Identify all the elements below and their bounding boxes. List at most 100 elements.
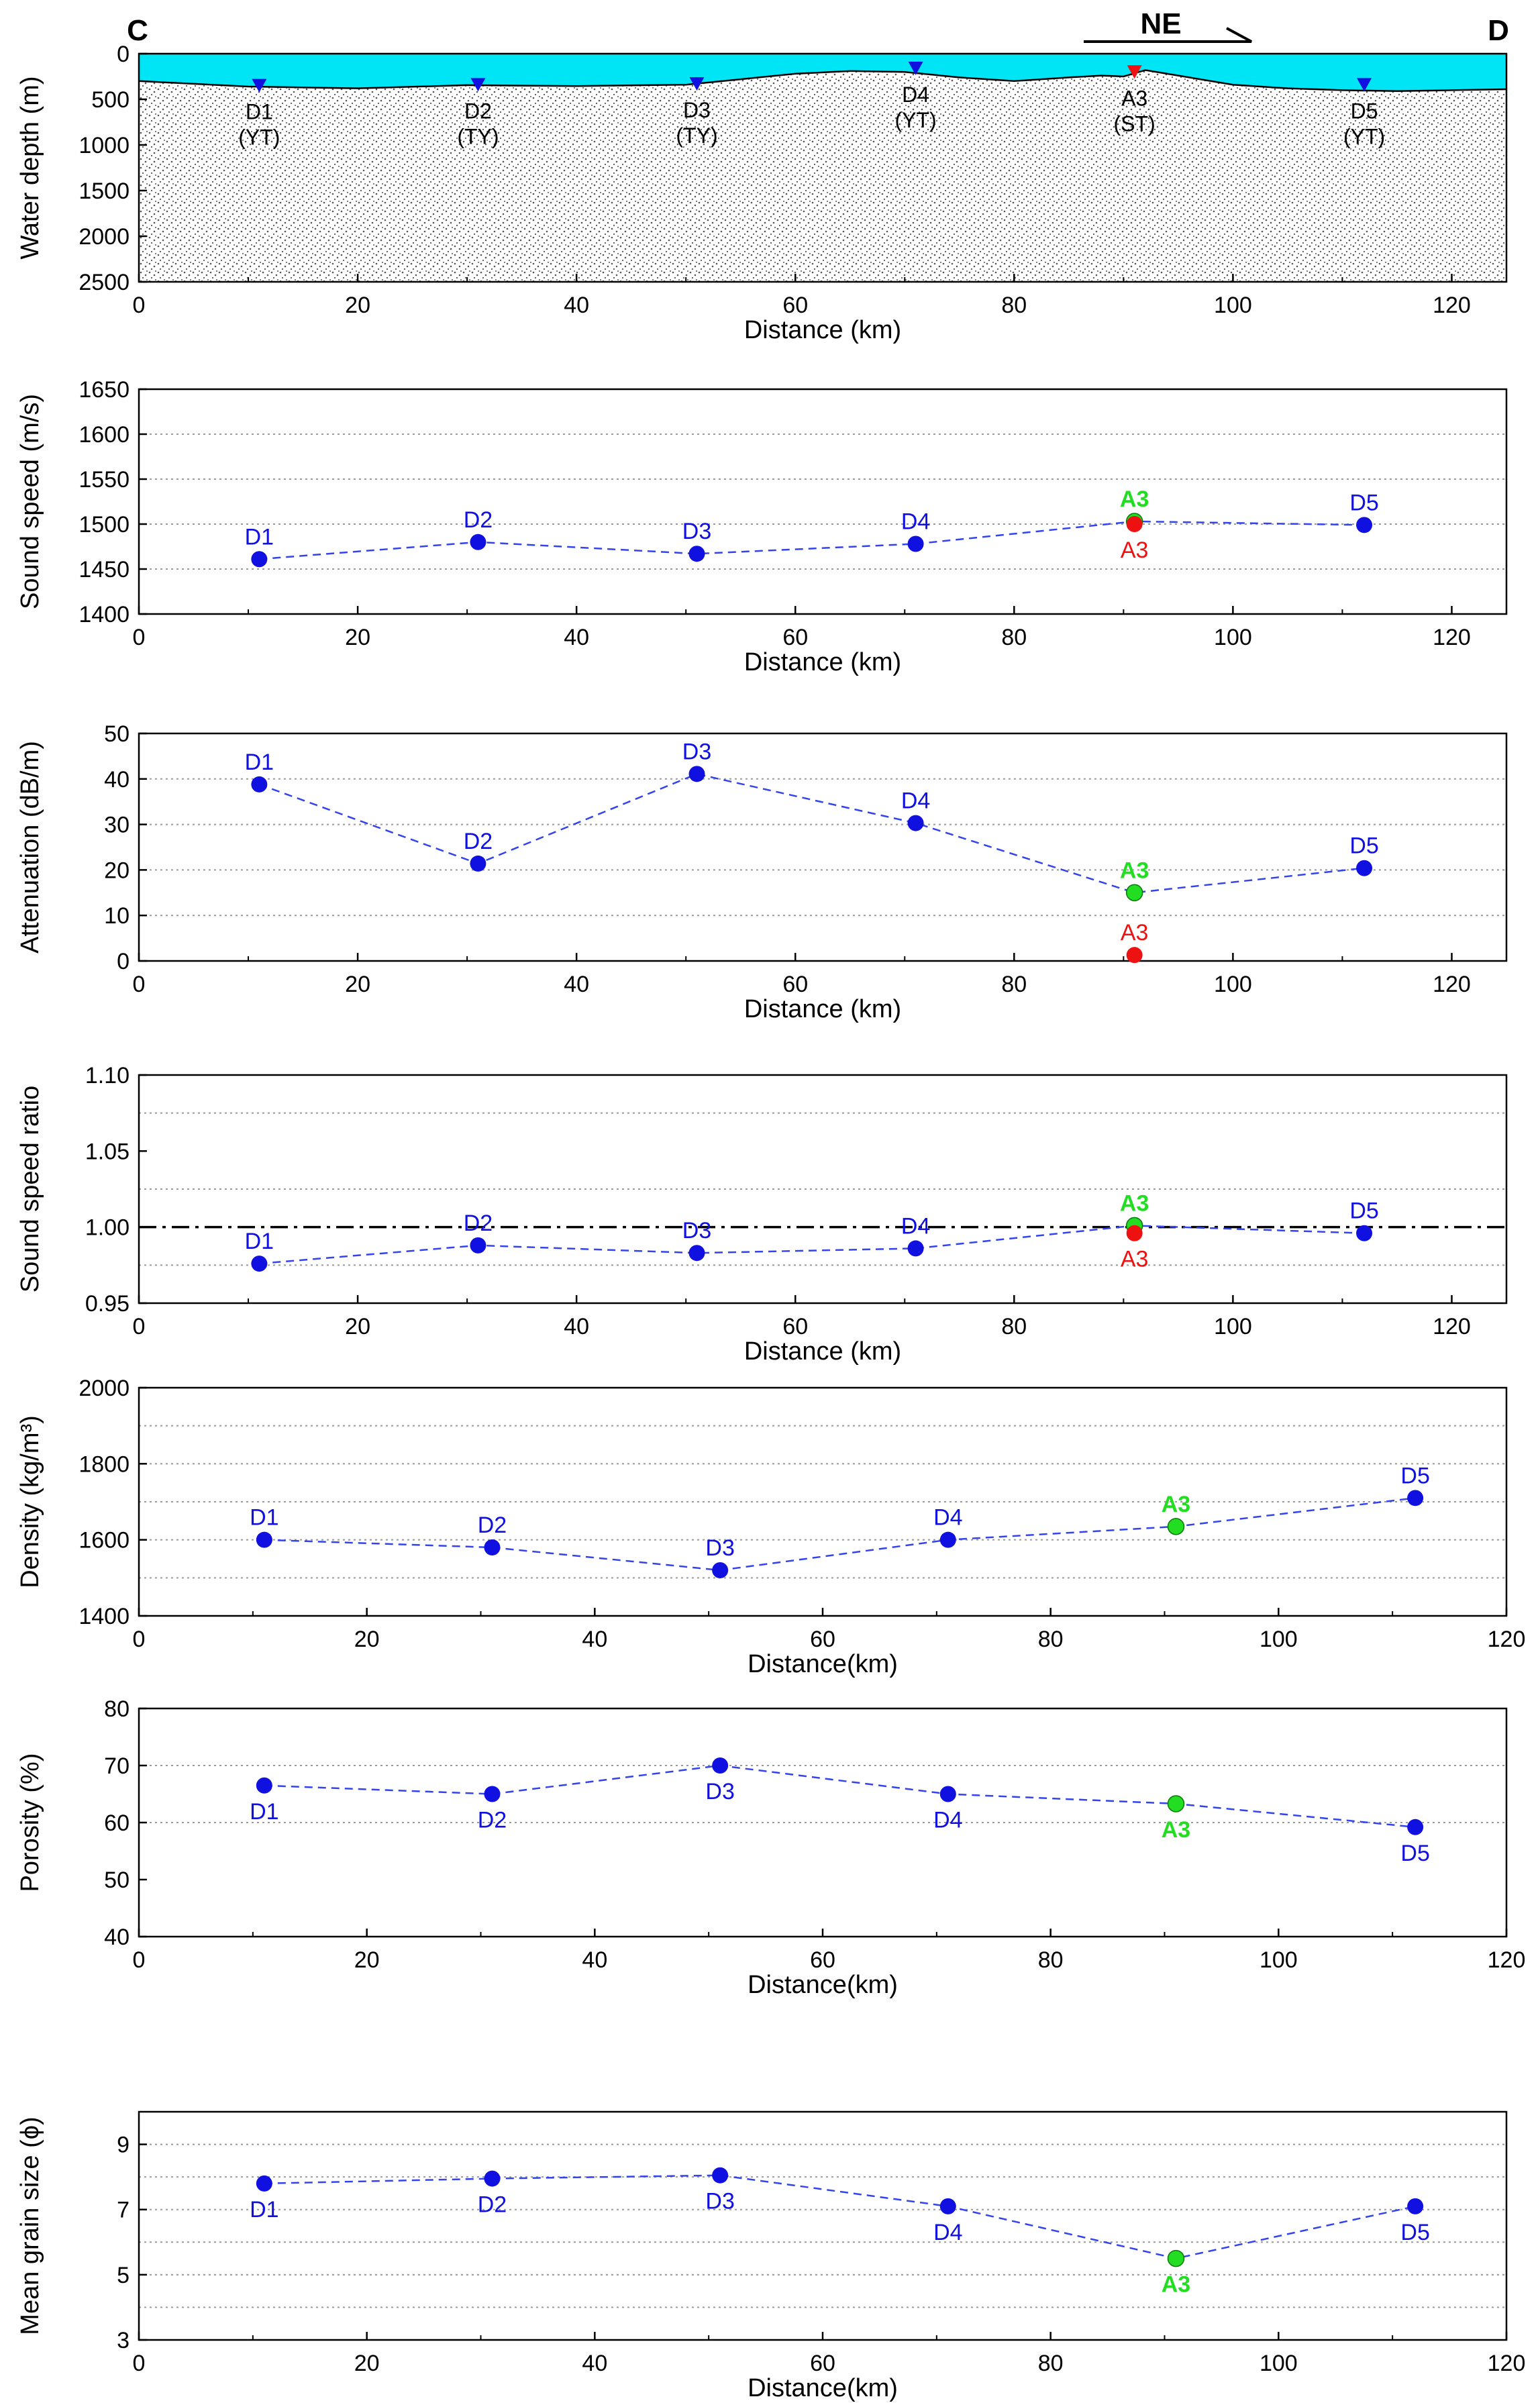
data-label: A3 [1162, 1817, 1190, 1843]
data-label: D1 [250, 1505, 278, 1531]
x-tick-label: 120 [1433, 293, 1471, 318]
data-label: D2 [464, 829, 493, 854]
data-label: D2 [464, 1211, 493, 1236]
data-point [1126, 1225, 1143, 1241]
x-tick-label: 80 [1001, 972, 1027, 997]
data-point [907, 1240, 924, 1257]
station-type: (TY) [457, 124, 499, 148]
x-tick-label: 20 [345, 293, 370, 318]
station-marker [1127, 65, 1142, 79]
data-point [1167, 1518, 1185, 1535]
x-tick-label: 40 [564, 1314, 589, 1339]
direction-label: NE [1140, 7, 1181, 40]
data-label: A3 [1121, 920, 1149, 945]
x-tick-label: 0 [133, 1947, 146, 1973]
data-label: D5 [1349, 833, 1378, 859]
x-tick-label: 120 [1488, 1947, 1526, 1973]
series-line [259, 1225, 1365, 1265]
data-label: A3 [1120, 487, 1149, 512]
data-label: A3 [1120, 1190, 1149, 1216]
direction-arrow [1084, 27, 1252, 43]
x-tick-label: 40 [564, 293, 589, 318]
x-tick-label: 80 [1001, 625, 1027, 650]
data-label: D5 [1400, 1841, 1429, 1866]
station-marker [908, 61, 923, 75]
data-point [470, 533, 486, 550]
data-label: D3 [705, 1535, 734, 1561]
data-point [470, 1237, 486, 1254]
data-point [1356, 1225, 1373, 1241]
x-tick-label: 80 [1038, 1947, 1064, 1973]
x-tick-label: 20 [354, 1947, 380, 1973]
y-axis-label: Density (kg/m³) [16, 1415, 44, 1588]
data-label: D4 [901, 1213, 930, 1239]
x-tick-label: 20 [345, 625, 370, 650]
station-name: D4 [902, 83, 929, 107]
corner-label-right: D [1488, 14, 1509, 47]
x-tick-label: 40 [582, 1627, 607, 1652]
plot-frame [138, 388, 1508, 615]
y-tick-label: 1400 [79, 1604, 130, 1629]
corner-label-left: C [127, 14, 148, 47]
station-name: A3 [1121, 86, 1147, 110]
data-point [1407, 1490, 1424, 1506]
y-tick-label: 1650 [79, 377, 130, 403]
data-point [907, 535, 924, 552]
y-tick-label: 2000 [79, 224, 130, 250]
x-axis-label: Distance (km) [744, 648, 901, 676]
data-label: D2 [478, 2192, 507, 2218]
data-point [712, 1562, 729, 1578]
data-label: D1 [250, 2197, 278, 2222]
x-axis-label: Distance(km) [748, 1971, 898, 1999]
data-label: D5 [1400, 2220, 1429, 2245]
data-point [688, 766, 705, 782]
data-point [688, 1245, 705, 1262]
data-label: A3 [1121, 1247, 1149, 1272]
x-axis-label: Distance(km) [748, 1650, 898, 1678]
data-label: D3 [705, 1779, 734, 1804]
data-point [939, 1531, 956, 1548]
y-tick-label: 7 [117, 2198, 130, 2223]
data-point [256, 1777, 272, 1794]
data-label: D3 [682, 519, 711, 544]
x-tick-label: 100 [1260, 1947, 1298, 1973]
station-marker [252, 79, 267, 93]
y-tick-label: 0 [117, 42, 130, 67]
station-type: (TY) [676, 123, 717, 148]
y-tick-label: 1600 [79, 1528, 130, 1553]
data-point [939, 1786, 956, 1802]
grain-panel: 0 20 40 60 80 100 120 3 5 7 9 Distance(km) Mean grai… [16, 2110, 1525, 2402]
station-marker [470, 78, 486, 92]
y-tick-label: 3 [117, 2328, 130, 2353]
x-tick-label: 100 [1214, 972, 1252, 997]
x-tick-label: 80 [1038, 1627, 1064, 1652]
data-label: D1 [245, 524, 274, 550]
x-tick-label: 100 [1214, 293, 1252, 318]
x-axis-label: Distance (km) [744, 316, 901, 344]
data-label: D5 [1349, 1198, 1378, 1224]
y-tick-label: 10 [104, 903, 130, 929]
x-tick-label: 0 [133, 293, 146, 318]
data-label: D4 [901, 509, 930, 534]
x-tick-label: 20 [345, 1314, 370, 1339]
station-type: (YT) [238, 125, 280, 150]
x-tick-label: 20 [354, 2351, 380, 2376]
data-label: D4 [901, 788, 930, 814]
x-tick-label: 100 [1214, 1314, 1252, 1339]
data-label: A3 [1162, 1492, 1190, 1517]
y-tick-label: 80 [104, 1696, 130, 1722]
y-tick-label: 30 [104, 813, 130, 838]
data-point [1126, 516, 1143, 532]
x-tick-label: 100 [1214, 625, 1252, 650]
y-tick-label: 1550 [79, 467, 130, 493]
y-tick-label: 2500 [79, 270, 130, 295]
x-tick-label: 80 [1001, 293, 1027, 318]
data-point [712, 1757, 729, 1774]
y-axis-label: Attenuation (dB/m) [16, 741, 44, 954]
data-point [907, 815, 924, 831]
x-tick-label: 60 [782, 293, 808, 318]
water-panel: 0 20 40 60 80 100 120 0 500 1000 1500 2000 2500 Dista… [16, 42, 1508, 344]
station-name: D1 [246, 100, 273, 124]
y-tick-label: 40 [104, 1925, 130, 1950]
data-label: D2 [478, 1808, 507, 1833]
